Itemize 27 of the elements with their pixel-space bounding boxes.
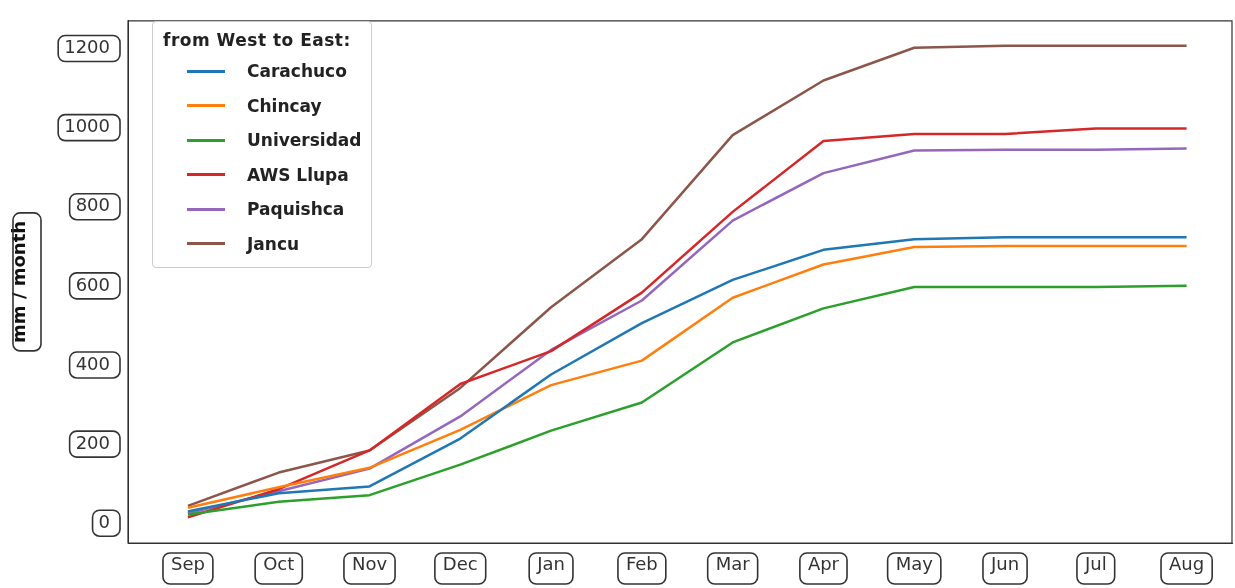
y-tick-label: 600 xyxy=(75,273,110,295)
y-tick-label: 0 xyxy=(98,510,110,532)
x-tick-label: Aug xyxy=(1169,553,1205,575)
y-tick-label: 400 xyxy=(75,352,110,374)
x-tick-label: Dec xyxy=(442,553,478,575)
x-tick-label: Feb xyxy=(625,553,658,575)
x-tick-label: Sep xyxy=(170,553,205,575)
y-axis-title: mm / month xyxy=(8,220,30,343)
legend-label: AWS Llupa xyxy=(247,164,349,185)
legend-label: Universidad xyxy=(247,130,362,151)
legend-label: Paquishca xyxy=(247,199,345,220)
x-tick-label: Mar xyxy=(715,553,751,575)
x-tick-label: Jan xyxy=(536,553,565,575)
x-tick-label: May xyxy=(895,553,934,575)
y-tick-label: 200 xyxy=(75,431,110,453)
legend-label: Chincay xyxy=(247,95,322,116)
legend-label: Jancu xyxy=(247,233,300,254)
y-tick-label: 800 xyxy=(75,194,110,216)
x-tick-label: Oct xyxy=(263,553,295,575)
x-tick-label: Apr xyxy=(807,553,840,575)
y-tick-label: 1200 xyxy=(64,36,110,58)
x-tick-label: Nov xyxy=(351,553,388,575)
y-tick-label: 1000 xyxy=(64,115,110,137)
legend-title: from West to East: xyxy=(163,30,352,50)
x-tick-label: Jun xyxy=(989,553,1020,575)
legend-label: Carachuco xyxy=(247,61,347,82)
x-tick-label: Jul xyxy=(1083,553,1107,575)
